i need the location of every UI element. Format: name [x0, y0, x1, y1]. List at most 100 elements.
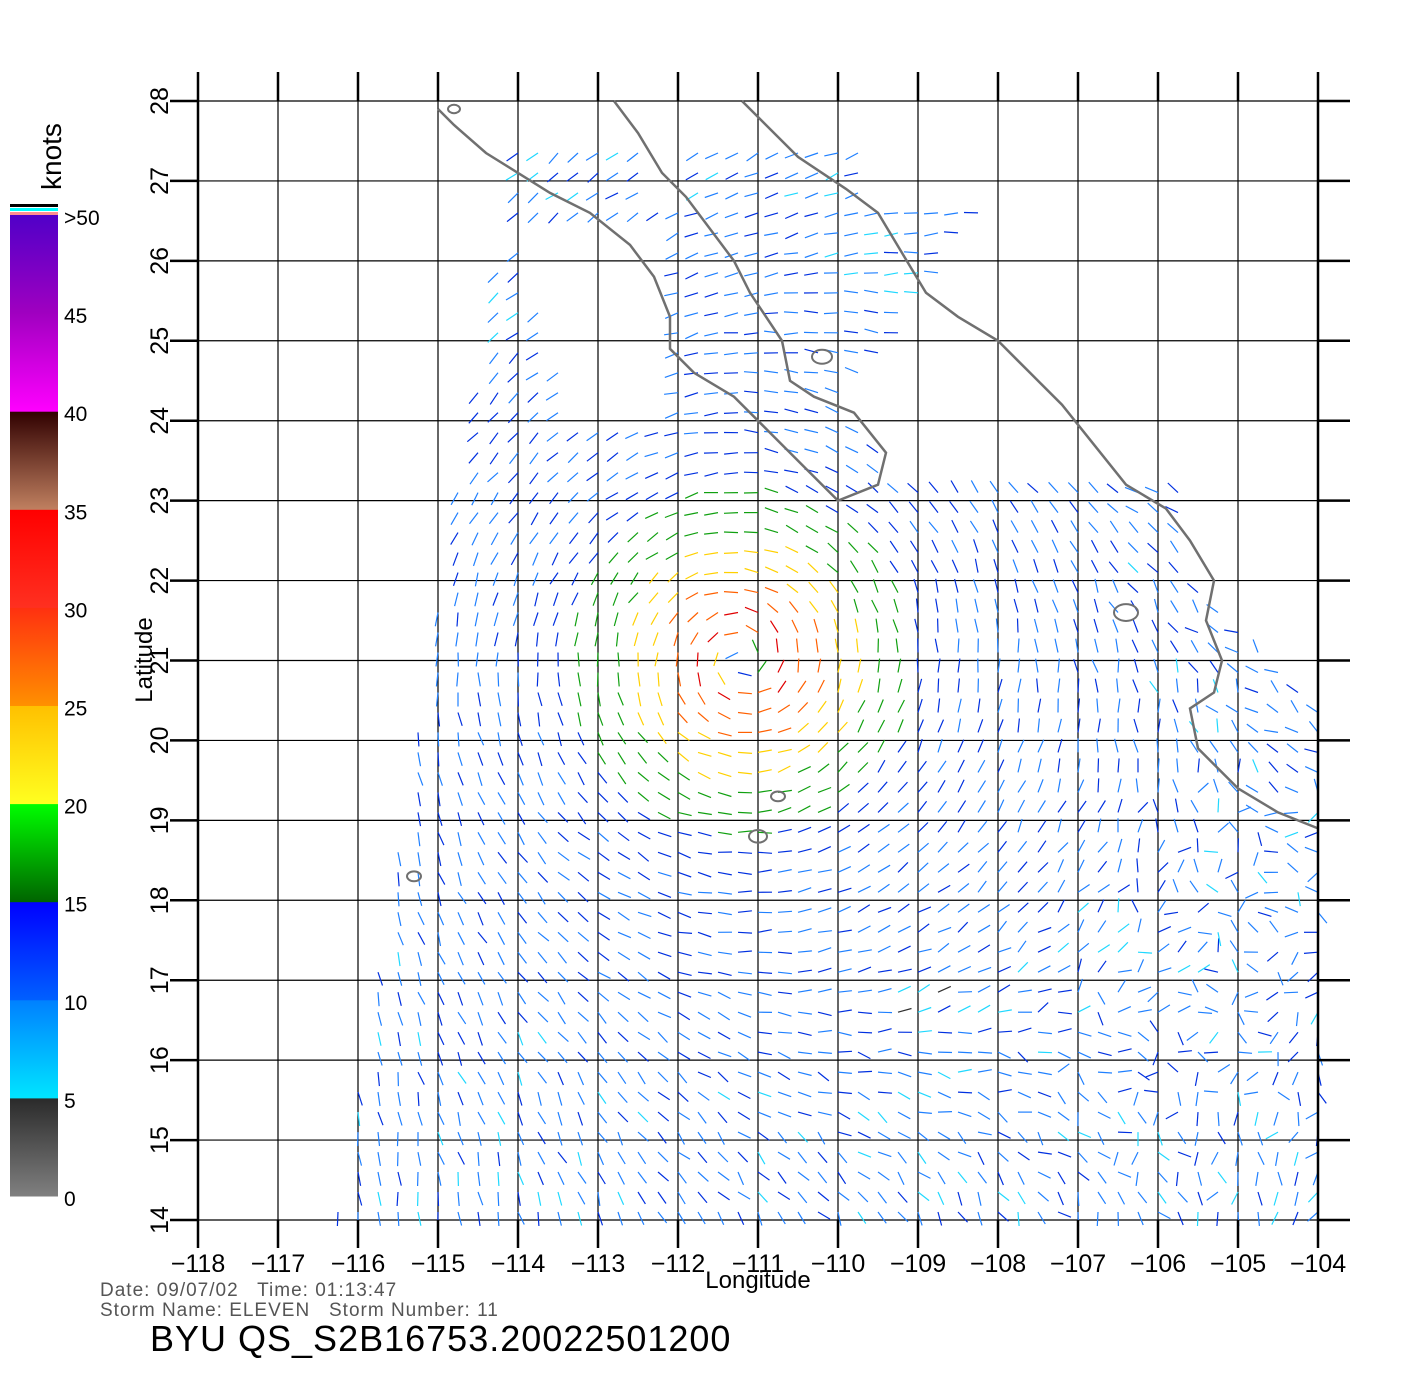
wind-barb [548, 212, 559, 224]
wind-barb [1017, 718, 1020, 733]
wind-barb [1157, 862, 1169, 873]
wind-barb [937, 1091, 952, 1099]
wind-barb [857, 1091, 871, 1101]
wind-barb [804, 310, 819, 314]
wind-barb [1157, 1131, 1163, 1146]
wind-barb [1167, 522, 1179, 534]
wind-barb [457, 772, 464, 786]
wind-barb [1077, 1151, 1088, 1163]
wind-barb [657, 1011, 672, 1019]
wind-barb [737, 871, 752, 875]
wind-barb [437, 971, 445, 986]
wind-barb [667, 572, 679, 583]
wind-barb [548, 152, 559, 164]
wind-barb [1273, 1191, 1279, 1206]
wind-barb [957, 638, 960, 653]
wind-barb [937, 678, 940, 693]
wind-barb [1017, 799, 1026, 813]
wind-barb [817, 988, 832, 993]
wind-barb [797, 1211, 806, 1225]
wind-barb [697, 731, 711, 740]
wind-barb [897, 1111, 911, 1120]
wind-barb [1097, 1051, 1112, 1057]
wind-barb [517, 1091, 523, 1106]
wind-barb [797, 1151, 808, 1164]
wind-barb [784, 390, 799, 394]
colorbar-stripe [10, 204, 58, 207]
wind-barb [477, 1032, 483, 1046]
wind-barb [937, 841, 948, 853]
wind-barb [1204, 850, 1219, 853]
wind-barb [893, 598, 899, 613]
wind-barb [817, 1211, 831, 1220]
wind-barb [1265, 825, 1279, 833]
wind-barb [457, 712, 463, 726]
wind-barb [697, 751, 712, 757]
lon-tick-label: −104 [1290, 1250, 1346, 1278]
wind-barb [677, 971, 692, 976]
wind-barb [615, 632, 619, 647]
wind-barb [1017, 921, 1028, 933]
wind-barb [997, 820, 1007, 833]
wind-barb [457, 852, 463, 866]
wind-barb [807, 562, 819, 574]
wind-barb [857, 823, 870, 833]
wind-barb [497, 1211, 500, 1227]
wind-barb [1270, 680, 1279, 693]
colorbar-band [10, 509, 58, 608]
wind-barb [830, 600, 839, 613]
wind-barb [974, 558, 979, 573]
wind-barb [469, 512, 479, 525]
wind-barb [977, 924, 991, 933]
wind-barb [764, 252, 779, 258]
wind-barb [895, 638, 899, 653]
wind-barb [897, 719, 904, 733]
wind-barb [951, 559, 959, 573]
wind-barb [684, 452, 699, 457]
wind-barb [457, 932, 465, 945]
wind-barb [1287, 1051, 1299, 1063]
wind-barb [764, 272, 779, 278]
wind-barb [974, 618, 979, 633]
wind-barb [1017, 1191, 1026, 1205]
wind-barb [977, 820, 988, 833]
wind-barb [977, 842, 989, 853]
wind-barb [665, 252, 679, 260]
wind-barb [717, 831, 732, 836]
wind-barb [637, 1011, 649, 1023]
wind-barb [1135, 778, 1139, 793]
wind-barb [764, 172, 779, 179]
wind-barb [677, 811, 692, 817]
wind-barb [977, 739, 985, 753]
wind-barb [804, 387, 819, 394]
wind-barb [977, 1131, 992, 1136]
wind-barb [577, 871, 590, 882]
wind-barb [829, 580, 839, 593]
wind-barb [1286, 743, 1299, 753]
wind-barb [687, 612, 699, 623]
wind-barb [596, 672, 599, 687]
wind-barb [577, 911, 589, 923]
wind-barb [1097, 1111, 1111, 1119]
wind-barb [697, 1111, 707, 1124]
wind-barb [1317, 911, 1328, 924]
wind-barb [597, 831, 609, 842]
wind-barb [557, 1151, 568, 1164]
wind-barb [1057, 964, 1071, 973]
wind-barb [1094, 638, 1099, 653]
wind-barb [1194, 1071, 1199, 1087]
wind-barb [704, 312, 719, 317]
wind-barb [757, 1091, 772, 1098]
wind-barb [577, 1051, 589, 1063]
wind-barb [757, 729, 772, 733]
wind-barb [1291, 951, 1299, 965]
wind-barb [864, 252, 879, 255]
wind-barb [437, 1012, 443, 1026]
wind-barb [493, 612, 499, 627]
wind-barb [497, 912, 506, 925]
wind-barb [817, 846, 832, 853]
island-cedros [447, 103, 461, 115]
wind-barb [857, 864, 871, 873]
wind-barb [1137, 1051, 1149, 1062]
wind-barb [437, 732, 440, 747]
